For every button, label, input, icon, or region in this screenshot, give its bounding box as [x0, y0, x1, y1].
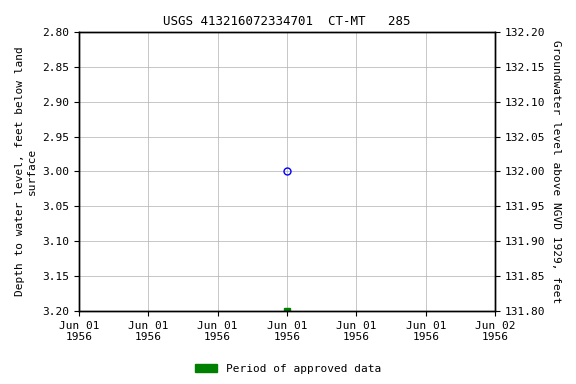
Y-axis label: Depth to water level, feet below land
surface: Depth to water level, feet below land su… [15, 46, 37, 296]
Legend: Period of approved data: Period of approved data [191, 359, 385, 379]
Title: USGS 413216072334701  CT-MT   285: USGS 413216072334701 CT-MT 285 [164, 15, 411, 28]
Y-axis label: Groundwater level above NGVD 1929, feet: Groundwater level above NGVD 1929, feet [551, 40, 561, 303]
